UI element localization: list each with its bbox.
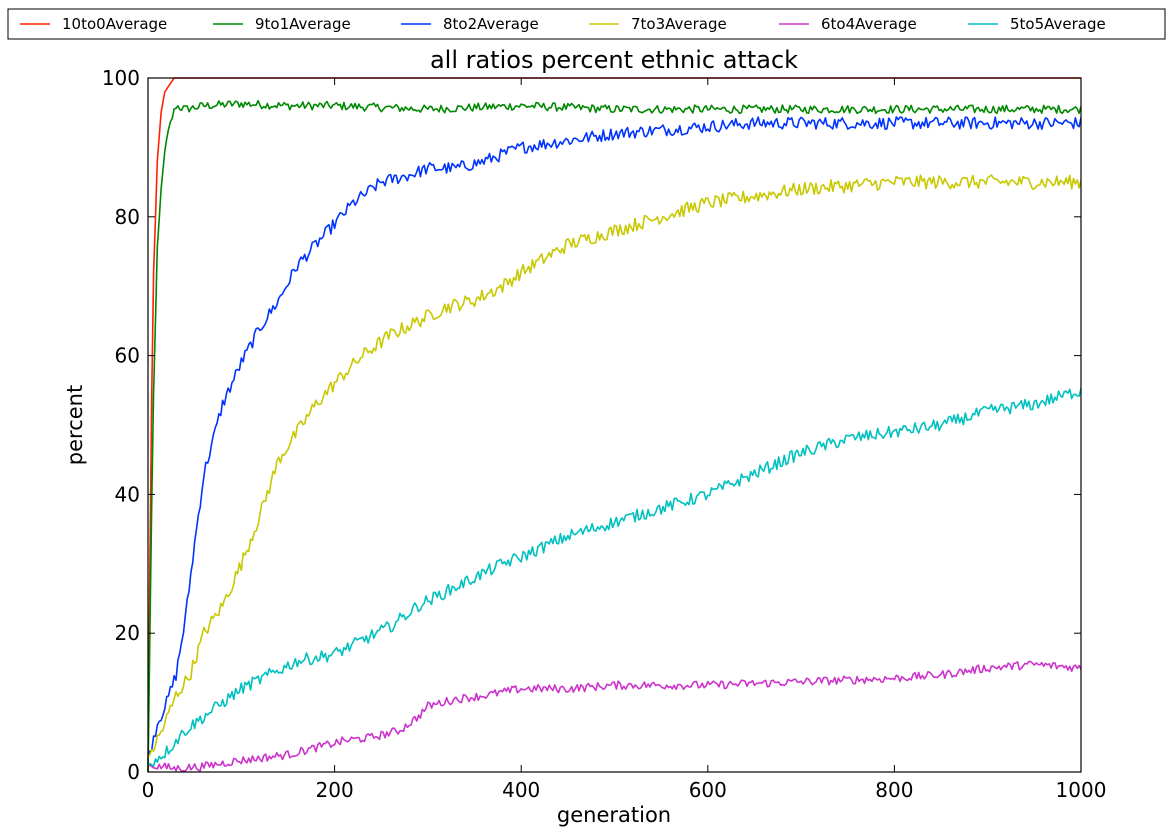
x-tick-label: 800 <box>875 778 913 802</box>
series-line-9to1Average <box>147 99 1082 773</box>
x-tick-label: 1000 <box>1056 778 1107 802</box>
ticks-layer: 0 200 400 600 800 1000 0 20 40 60 80 100 <box>102 66 1107 802</box>
legend: 10to0Average 9to1Average 8to2Average 7to3Av… <box>7 8 1166 40</box>
legend-label-10to0Average: 10to0Average <box>62 15 167 33</box>
series-line-7to3Average <box>147 174 1082 759</box>
y-axis-label: percent <box>63 385 87 465</box>
plot-border <box>147 77 1082 773</box>
x-axis-label: generation <box>557 803 671 827</box>
legend-label-5to5Average: 5to5Average <box>1010 15 1106 33</box>
series-line-8to2Average <box>147 116 1082 759</box>
y-tick-label: 20 <box>115 621 140 645</box>
legend-label-6to4Average: 6to4Average <box>821 15 917 33</box>
y-tick-label: 40 <box>115 482 140 506</box>
x-tick-label: 600 <box>689 778 727 802</box>
chart-title: all ratios percent ethnic attack <box>430 46 798 74</box>
y-tick-label: 0 <box>127 760 140 784</box>
series-line-5to5Average <box>147 388 1082 767</box>
y-tick-label: 60 <box>115 344 140 368</box>
legend-label-8to2Average: 8to2Average <box>443 15 539 33</box>
legend-label-7to3Average: 7to3Average <box>631 15 727 33</box>
x-tick-label: 400 <box>502 778 540 802</box>
x-tick-label: 0 <box>142 778 155 802</box>
y-tick-label: 100 <box>102 66 140 90</box>
series-line-6to4Average <box>147 660 1082 773</box>
legend-label-9to1Average: 9to1Average <box>255 15 351 33</box>
y-tick-label: 80 <box>115 205 140 229</box>
x-tick-label: 200 <box>316 778 354 802</box>
